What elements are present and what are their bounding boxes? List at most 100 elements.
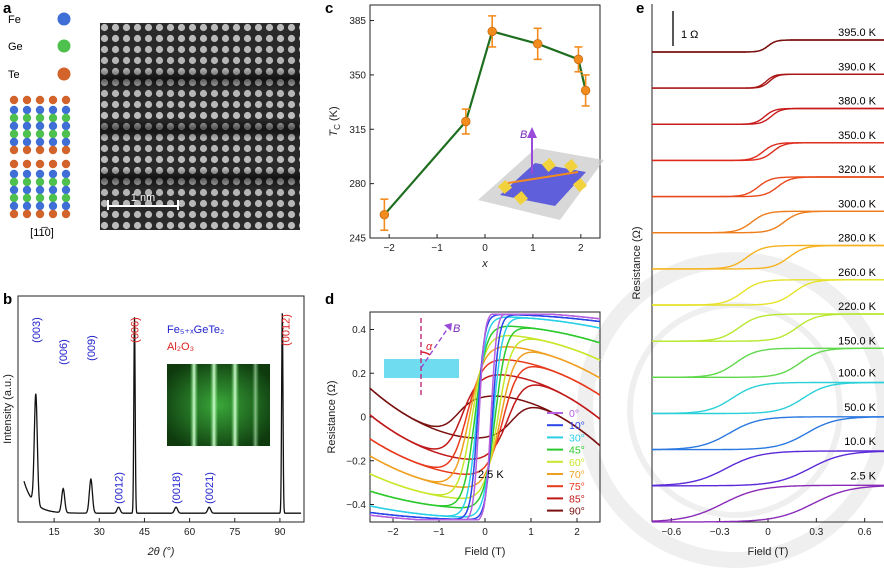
atom [61,95,71,105]
atom [9,209,19,219]
scale-bar-label: 1 nm [131,192,155,204]
atom [9,201,19,211]
hysteresis-branch-down [652,39,884,53]
temperature-label: 280.0 K [838,233,877,245]
temperature-label: 2.5 K [478,469,504,481]
legend-label: 85° [569,493,585,505]
panel-letter-e: e [636,0,644,17]
zone-axis-label: [11̅0] [30,227,54,239]
hysteresis-branch-up [652,107,884,125]
atom [48,159,58,169]
atom-legend-swatch [57,39,71,53]
atom [61,209,71,219]
atom [48,95,58,105]
atom [9,121,19,131]
x-tick-label: 0.6 [858,527,872,538]
temperature-label: 300.0 K [838,198,877,210]
atom [35,121,45,131]
atom [61,105,71,115]
rheed-inset [167,364,270,446]
atom [35,169,45,179]
atom [9,159,19,169]
hysteresis-branch-down [652,381,884,415]
legend-label: 45° [569,445,585,457]
atom [35,201,45,211]
atom [48,177,58,187]
hysteresis-branch-down [369,374,601,450]
atom [9,105,19,115]
hysteresis-branch-up [652,416,884,451]
angle-hysteresis-chart: −2 −1 0 1 2 −0.4 −0.2 0 0.2 0.4 Field (T) Resistanc… [326,311,601,558]
legend-label: 70° [569,469,585,481]
y-axis-label: Intensity (a.u.) [2,374,14,444]
temperature-label: 150.0 K [838,335,877,347]
x-tick-label: 0 [482,243,488,254]
atom [61,177,71,187]
atom-legend-label: Fe [8,14,21,26]
temperature-label: 220.0 K [838,301,877,313]
x-axis-label: Field (T) [748,546,789,558]
alpha-label: α [426,341,433,353]
peak-label: (006) [58,339,70,365]
y-tick-label: 245 [349,234,366,245]
plot-frame [17,295,305,523]
temperature-label: 260.0 K [838,267,877,279]
hysteresis-branch-up [652,73,884,89]
atom [9,169,19,179]
atom [48,193,58,203]
hysteresis-branch-down [369,325,601,507]
hysteresis-branch-down [369,313,601,521]
hysteresis-branch-up [652,210,884,234]
x-tick-label: 2 [574,527,580,538]
panel-a: a Fe Ge Te [11̅0] 1 nm [3,0,300,239]
atom-legend-label: Te [8,69,20,81]
temperature-label: 395.0 K [838,27,877,39]
legend-label-fgt: Fe₅₊ₓGeTe₂ [167,324,224,336]
y-tick-label: 0.4 [352,325,366,336]
atom [9,137,19,147]
legend-label: 30° [569,432,585,444]
peak-label: (006) [130,317,142,343]
atom [22,113,32,123]
x-tick-label: 45 [139,527,151,538]
panel-letter-c: c [325,0,333,17]
atom [48,169,58,179]
atom [48,145,58,155]
hysteresis-branch-down [652,73,884,89]
atom [22,129,32,139]
atom [48,129,58,139]
temperature-label: 2.5 K [850,470,876,482]
atom [9,193,19,203]
legend-label-sapphire: Al₂O₃ [167,341,194,353]
data-point [461,116,471,127]
x-tick-label: 90 [274,527,286,538]
xrd-curve [23,313,301,514]
temperature-label: 320.0 K [838,164,877,176]
panel-e: e −0.6 −0.3 0 0.3 0.6 Field (T) Resistance (Ω)… [631,0,884,558]
atom [35,137,45,147]
atom [48,209,58,219]
hysteresis-branch-down [652,416,884,451]
atom [22,145,32,155]
atom [48,201,58,211]
y-axis-label: Resistance (Ω) [631,226,643,299]
y-tick-label: 315 [349,125,366,136]
legend-label: 60° [569,457,585,469]
atom [22,185,32,195]
x-axis-label: 2θ (°) [147,546,175,558]
x-tick-label: −0.3 [710,527,730,538]
atom [61,193,71,203]
x-axis-label: Field (T) [465,546,506,558]
hysteresis-branch-down [369,359,601,469]
panel-letter-a: a [3,0,12,17]
hysteresis-branch-down [652,210,884,234]
hysteresis-branch-up [652,381,884,415]
atom [22,121,32,131]
panel-b: b 15 30 45 60 75 90 2θ (°) Intensity (a.u.) (003… [2,291,305,558]
atom [48,137,58,147]
y-tick-label: 280 [349,179,366,190]
atom [48,105,58,115]
hysteresis-branch-down [652,107,884,125]
x-tick-label: 60 [184,527,196,538]
